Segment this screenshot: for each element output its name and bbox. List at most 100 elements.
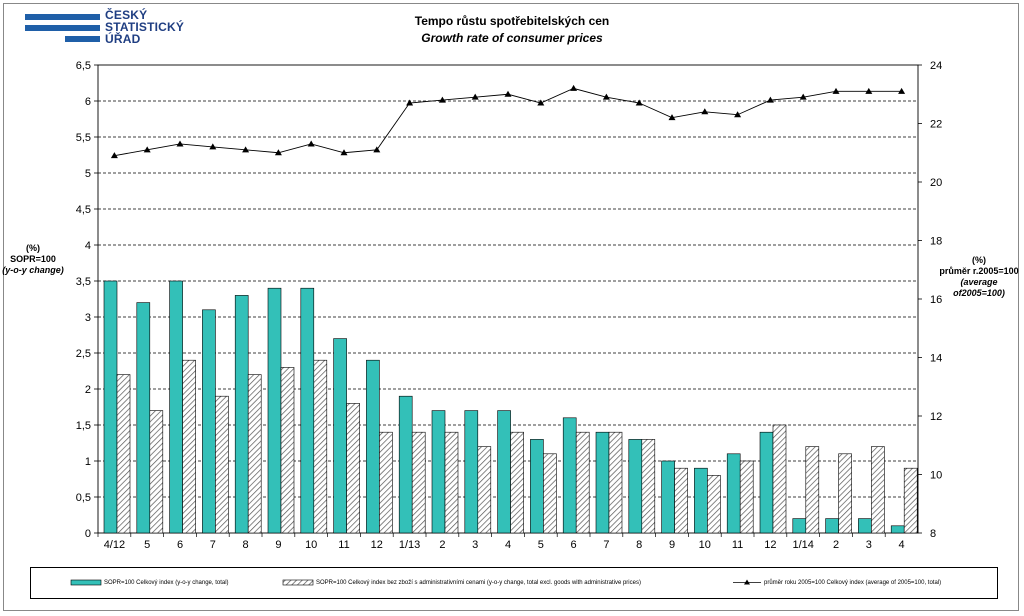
- index-point-marker: [799, 93, 807, 100]
- bar-excl-admin: [149, 410, 164, 534]
- x-axis-tick-label: 2: [833, 539, 839, 551]
- x-axis-tick-label: 10: [305, 539, 317, 551]
- bar-total: [267, 287, 282, 534]
- bar-total: [464, 410, 479, 534]
- left-axis-label-line: (%): [26, 243, 40, 253]
- legend-swatch-excl-admin: [282, 579, 314, 586]
- bar-excl-admin: [510, 431, 524, 534]
- right-axis-tick-label: 18: [930, 236, 942, 248]
- bar-total: [202, 309, 216, 534]
- bar-excl-admin: [379, 431, 393, 534]
- bar-excl-admin: [641, 439, 656, 534]
- legend-triangle-marker: [744, 579, 750, 585]
- left-axis-tick-label: 1: [85, 456, 91, 468]
- x-axis-tick-label: 11: [338, 539, 349, 551]
- bar-excl-admin: [903, 467, 918, 534]
- left-axis-tick-label: 6,5: [76, 60, 91, 72]
- x-axis-tick-label: 12: [764, 539, 776, 551]
- chart-subtitle: Growth rate of consumer prices: [421, 31, 603, 45]
- chart-frame: [3, 3, 1019, 611]
- bar-total: [103, 280, 118, 534]
- x-axis-tick-label: 4: [899, 539, 905, 551]
- x-axis-tick-label: 8: [636, 539, 642, 551]
- left-axis-label-line: (y-o-y change): [2, 265, 64, 275]
- bar-total: [726, 453, 741, 534]
- index-point-marker: [635, 99, 643, 106]
- bar-excl-admin: [313, 359, 328, 534]
- logo-text-line: ČESKÝ: [105, 8, 148, 22]
- left-axis-tick-label: 6: [85, 96, 91, 108]
- right-axis-tick-label: 24: [930, 60, 942, 72]
- left-axis-tick-label: 0: [85, 528, 91, 540]
- x-axis-tick-label: 8: [243, 539, 249, 551]
- index-point-marker: [734, 111, 742, 118]
- legend-label-index: průměr roku 2005=100 Celkový index (aver…: [764, 580, 942, 586]
- bar-excl-admin: [707, 475, 721, 534]
- index-point-marker: [668, 114, 676, 121]
- bar-excl-admin: [575, 431, 590, 534]
- x-axis-tick-label: 3: [866, 539, 872, 551]
- index-point-marker: [143, 146, 151, 153]
- index-point-marker: [274, 149, 282, 156]
- index-point-marker: [898, 87, 906, 94]
- bar-total: [628, 439, 643, 534]
- left-axis-tick-label: 2,5: [76, 348, 91, 360]
- bar-excl-admin: [411, 431, 426, 534]
- index-point-marker: [438, 96, 446, 103]
- index-point-marker: [406, 99, 414, 106]
- x-axis-tick-label: 11: [732, 539, 743, 551]
- left-axis-tick-label: 0,5: [76, 492, 91, 504]
- bar-excl-admin: [346, 403, 360, 534]
- index-point-marker: [504, 90, 512, 97]
- x-axis-tick-label: 1/13: [399, 539, 420, 551]
- x-axis-tick-label: 6: [177, 539, 183, 551]
- right-axis-tick-label: 16: [930, 294, 942, 306]
- bar-excl-admin: [838, 453, 852, 534]
- right-axis-tick-label: 8: [930, 528, 936, 540]
- index-point-marker: [110, 152, 118, 159]
- bar-excl-admin: [739, 460, 754, 534]
- logo-stripe: [25, 14, 100, 20]
- logo-stripe: [65, 36, 100, 42]
- x-axis-tick-label: 1/14: [792, 539, 813, 551]
- index-point-marker: [570, 84, 578, 91]
- bar-total: [858, 518, 872, 534]
- logo-text-line: STATISTICKÝ: [105, 20, 185, 34]
- bar-excl-admin: [674, 467, 688, 534]
- index-point-marker: [701, 108, 709, 115]
- left-axis-tick-label: 3,5: [76, 276, 91, 288]
- bar-excl-admin: [444, 431, 459, 534]
- x-axis-tick-label: 9: [275, 539, 281, 551]
- bar-total: [497, 410, 511, 534]
- index-point-marker: [471, 93, 479, 100]
- index-line: [114, 87, 902, 157]
- legend-label-total: SOPR=100 Celkový index (y-o-y change, to…: [104, 580, 229, 586]
- index-point-marker: [176, 140, 184, 147]
- bar-excl-admin: [608, 431, 623, 534]
- bar-total: [169, 280, 183, 534]
- bar-excl-admin: [543, 453, 557, 534]
- bar-total: [661, 460, 675, 534]
- legend-label-excl-admin: SOPR=100 Celkový index bez zboží s admin…: [316, 580, 641, 586]
- x-axis-tick-label: 2: [439, 539, 445, 551]
- bar-total: [300, 287, 315, 534]
- index-point-marker: [865, 87, 873, 94]
- bar-excl-admin: [772, 424, 787, 534]
- logo-stripe: [25, 25, 100, 31]
- index-point-marker: [832, 87, 840, 94]
- index-point-marker: [209, 143, 217, 150]
- bar-total: [759, 431, 774, 534]
- bar-excl-admin: [247, 374, 262, 534]
- bar-excl-admin: [871, 446, 885, 534]
- logo-text-line: ÚŘAD: [105, 32, 141, 46]
- right-axis-tick-label: 22: [930, 119, 942, 131]
- legend-swatch-total: [70, 579, 102, 586]
- x-axis-tick-label: 4/12: [104, 539, 125, 551]
- index-point-marker: [242, 146, 250, 153]
- x-axis-tick-label: 7: [210, 539, 216, 551]
- x-axis-tick-label: 3: [472, 539, 478, 551]
- index-point-marker: [307, 140, 315, 147]
- left-axis-tick-label: 4,5: [76, 204, 91, 216]
- bar-excl-admin: [280, 367, 295, 534]
